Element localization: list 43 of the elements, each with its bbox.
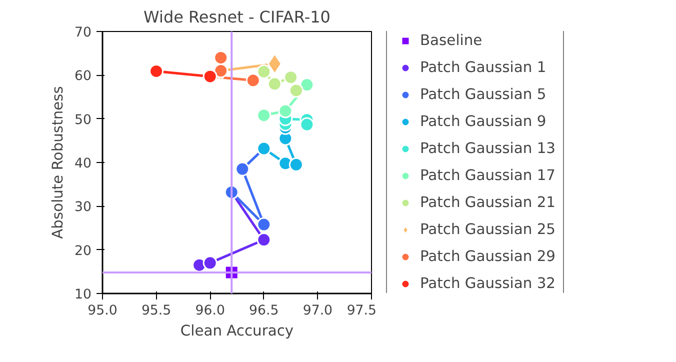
x-axis-title: Clean Accuracy xyxy=(180,322,294,340)
point xyxy=(256,217,272,232)
y-tick-label: 40 xyxy=(74,156,92,172)
point xyxy=(256,232,272,248)
y-tick-label: 50 xyxy=(74,112,92,128)
x-tick-label: 95.5 xyxy=(141,304,172,318)
point xyxy=(267,76,282,92)
point xyxy=(202,256,218,270)
legend-label: Patch Gaussian 25 xyxy=(420,220,556,240)
point xyxy=(149,64,164,78)
point xyxy=(278,104,293,118)
x-tick-label: 96.5 xyxy=(249,304,279,318)
point xyxy=(300,117,314,132)
x-tick-label: 96.0 xyxy=(195,304,225,318)
y-tick-label: 30 xyxy=(74,200,92,216)
chart-title: Wide Resnet - CIFAR-10 xyxy=(144,8,330,26)
point xyxy=(214,50,228,65)
point xyxy=(288,157,304,172)
legend-label: Patch Gaussian 21 xyxy=(420,193,556,213)
point xyxy=(246,73,260,88)
legend-label: Patch Gaussian 13 xyxy=(420,139,556,159)
legend-label: Patch Gaussian 1 xyxy=(420,58,546,78)
y-tick-label: 70 xyxy=(74,26,92,40)
legend-label: Patch Gaussian 5 xyxy=(420,85,546,105)
legend-label: Patch Gaussian 9 xyxy=(420,112,546,132)
point xyxy=(256,108,272,123)
point xyxy=(288,83,304,98)
point xyxy=(235,162,250,176)
point xyxy=(284,70,298,85)
x-tick-label: 97.5 xyxy=(346,304,377,318)
point xyxy=(214,64,228,78)
point xyxy=(300,78,314,92)
y-axis-title: Absolute Robustness xyxy=(50,86,67,239)
point xyxy=(256,64,272,79)
legend-label: Baseline xyxy=(420,31,482,51)
legend-label: Patch Gaussian 29 xyxy=(420,247,556,267)
x-tick-label: 95.0 xyxy=(88,304,118,318)
y-tick-label: 20 xyxy=(74,244,92,259)
legend-label: Patch Gaussian 17 xyxy=(420,166,556,186)
y-tick-label: 10 xyxy=(74,288,92,302)
x-tick-label: 97.0 xyxy=(302,304,333,318)
legend-label: Patch Gaussian 32 xyxy=(420,274,556,294)
y-tick-label: 60 xyxy=(74,69,92,84)
